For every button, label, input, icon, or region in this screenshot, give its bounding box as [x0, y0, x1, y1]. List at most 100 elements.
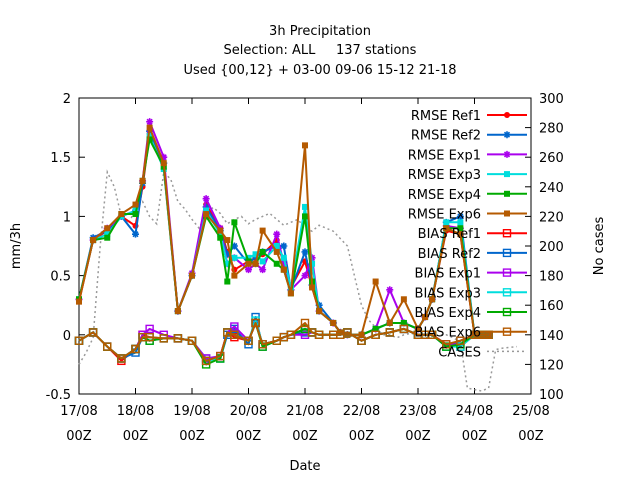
y2-axis-label: No cases	[592, 217, 607, 276]
data-point	[189, 272, 195, 279]
data-point	[258, 340, 267, 349]
legend-item: BIAS Exp4	[415, 306, 527, 321]
data-point	[104, 225, 111, 232]
data-point	[309, 260, 316, 267]
legend-item: RMSE Exp4	[408, 188, 527, 203]
series-bias-exp6	[74, 318, 493, 366]
data-point	[358, 331, 365, 338]
data-point	[372, 278, 379, 285]
data-point	[132, 211, 139, 218]
x-tick-label-date: 21/08	[286, 404, 323, 419]
data-point	[90, 237, 97, 244]
data-point	[224, 278, 231, 285]
legend-marker	[504, 112, 510, 118]
x-tick-label-date: 24/08	[456, 404, 493, 419]
legend-marker	[502, 288, 512, 297]
series-layer	[74, 118, 517, 392]
data-point	[203, 211, 210, 218]
y-tick-label: 2	[63, 92, 71, 107]
legend-label: BIAS Exp3	[415, 286, 481, 301]
x-tick-label-hour: 00Z	[179, 429, 205, 444]
legend-label: BIAS Exp1	[415, 267, 481, 282]
legend-marker	[504, 210, 510, 217]
legend-label: CASES	[438, 345, 481, 360]
data-point	[118, 211, 125, 218]
data-point	[415, 325, 421, 332]
data-point	[217, 231, 224, 238]
data-point	[371, 330, 380, 339]
data-point	[202, 203, 210, 211]
x-tick-label-date: 19/08	[173, 404, 210, 419]
data-point	[400, 296, 407, 303]
x-tick-label-date: 23/08	[399, 404, 436, 419]
legend-label: BIAS Exp6	[415, 326, 481, 341]
legend-item: BIAS Ref1	[418, 227, 527, 242]
data-point	[251, 318, 260, 328]
x-tick-label-hour: 00Z	[518, 429, 544, 444]
legend-label: RMSE Exp4	[408, 188, 481, 203]
legend-marker	[504, 171, 510, 178]
data-point	[301, 272, 309, 280]
data-point	[386, 286, 394, 294]
data-point	[223, 250, 231, 258]
data-point	[372, 325, 379, 332]
legend-label: RMSE Ref2	[411, 129, 481, 144]
y2-tick-label: 120	[539, 358, 564, 373]
data-point	[231, 272, 238, 279]
data-point	[216, 351, 225, 361]
y-tick-label: 0	[63, 329, 71, 344]
legend-item: BIAS Exp1	[415, 267, 527, 282]
x-tick-label-hour: 00Z	[462, 429, 488, 444]
x-tick-label-hour: 00Z	[236, 429, 262, 444]
series-rmse-exp6	[76, 124, 492, 338]
data-point	[117, 354, 126, 363]
data-point	[74, 336, 84, 345]
data-point	[245, 266, 252, 274]
data-point	[302, 142, 308, 149]
data-point	[457, 225, 464, 232]
data-point	[385, 328, 394, 337]
legend-label: RMSE Exp3	[408, 168, 481, 183]
y-tick-label: 0.5	[50, 270, 71, 285]
data-point	[386, 319, 393, 326]
data-point	[259, 266, 267, 274]
data-point	[217, 234, 224, 241]
data-point	[88, 328, 98, 337]
data-point	[160, 153, 168, 161]
data-point	[259, 227, 266, 234]
legend-label: BIAS Ref2	[418, 247, 481, 262]
legend-item: CASES	[438, 345, 527, 360]
legend-marker	[502, 307, 512, 317]
legend-item: RMSE Exp6	[408, 208, 527, 223]
y2-tick-label: 100	[539, 388, 564, 403]
data-point	[429, 296, 436, 303]
y2-tick-label: 160	[539, 299, 564, 314]
x-tick-label-date: 18/08	[117, 404, 154, 419]
legend-marker	[502, 327, 512, 336]
data-point	[301, 248, 309, 256]
data-point	[357, 336, 366, 345]
data-point	[302, 213, 308, 220]
y2-tick-label: 280	[539, 122, 564, 137]
data-point	[443, 219, 450, 226]
x-tick-label-hour: 00Z	[66, 429, 92, 444]
data-point	[443, 225, 450, 232]
data-point	[252, 260, 259, 267]
x-tick-label-date: 20/08	[230, 404, 267, 419]
legend-marker	[502, 228, 512, 238]
legend-label: BIAS Ref1	[418, 227, 481, 242]
data-point	[330, 319, 337, 326]
legend-marker	[504, 190, 510, 197]
title-line-2: Selection: ALL 137 stations	[224, 43, 417, 58]
data-point	[485, 331, 492, 338]
title-line-1: 3h Precipitation	[269, 24, 371, 39]
data-point	[224, 260, 231, 267]
data-point	[442, 340, 451, 349]
y-tick-label: 1	[63, 210, 71, 225]
legend: RMSE Ref1 RMSE Ref2 RMSE Exp1 RMSE Exp3 RMSE…	[408, 109, 527, 360]
y2-tick-label: 220	[539, 210, 564, 225]
y-tick-label: -0.5	[46, 388, 71, 403]
x-tick-label-hour: 00Z	[292, 429, 318, 444]
data-point	[131, 344, 140, 354]
